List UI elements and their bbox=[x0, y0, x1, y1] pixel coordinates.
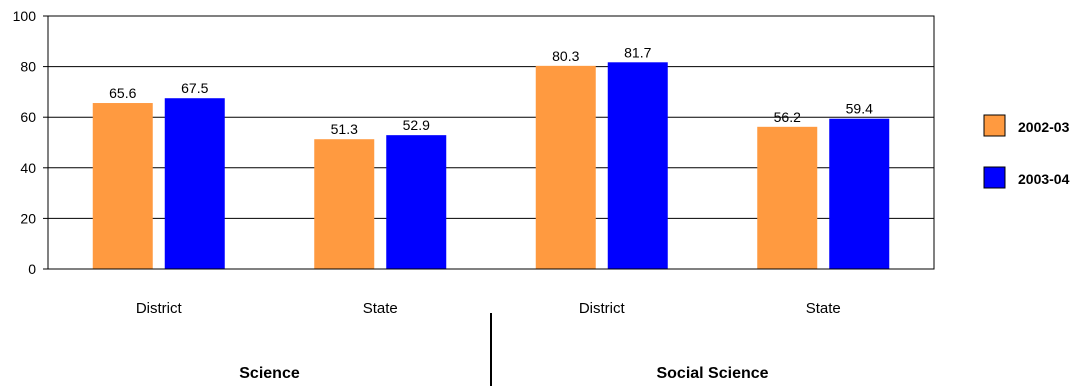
group-label-0: Science bbox=[239, 365, 300, 382]
y-tick-label-20: 20 bbox=[20, 210, 36, 226]
legend-label-2002-03: 2002-03 bbox=[1018, 119, 1070, 135]
group-label-1: Social Science bbox=[656, 365, 768, 382]
legend-label-2003-04: 2003-04 bbox=[1018, 171, 1070, 187]
data-label-2003-04-3: 59.4 bbox=[846, 101, 873, 117]
data-label-2002-03-2: 80.3 bbox=[552, 48, 579, 64]
bar-2002-03-2 bbox=[535, 65, 596, 269]
data-label-2003-04-1: 52.9 bbox=[403, 117, 430, 133]
legend: 2002-03 2003-04 bbox=[983, 114, 1070, 189]
bar-2003-04-3 bbox=[829, 118, 890, 269]
x-category-label-3: State bbox=[806, 300, 841, 317]
labels: 0 20 40 60 80 100 65.6 67.5 District 51.3 52.9 Stat… bbox=[13, 8, 873, 382]
data-label-2002-03-3: 56.2 bbox=[774, 109, 801, 125]
bars bbox=[92, 62, 890, 270]
y-tick-label-100: 100 bbox=[13, 8, 37, 24]
axes bbox=[43, 15, 935, 386]
y-tick-label-40: 40 bbox=[20, 160, 36, 176]
x-category-label-0: District bbox=[136, 300, 183, 317]
x-category-label-1: State bbox=[363, 300, 398, 317]
y-tick-label-60: 60 bbox=[20, 109, 36, 125]
y-tick-label-0: 0 bbox=[28, 261, 36, 277]
legend-swatch-2002-03 bbox=[983, 114, 1006, 137]
bar-2002-03-3 bbox=[757, 126, 818, 270]
plot-frame bbox=[47, 15, 935, 270]
x-category-label-2: District bbox=[579, 300, 626, 317]
bar-2002-03-0 bbox=[92, 103, 153, 269]
bar-2003-04-1 bbox=[386, 135, 447, 269]
bar-2003-04-2 bbox=[607, 62, 668, 270]
data-label-2002-03-0: 65.6 bbox=[109, 85, 136, 101]
bar-2003-04-0 bbox=[164, 98, 225, 269]
data-label-2002-03-1: 51.3 bbox=[331, 121, 358, 137]
data-label-2003-04-2: 81.7 bbox=[624, 44, 651, 60]
data-label-2003-04-0: 67.5 bbox=[181, 80, 208, 96]
legend-swatch-2003-04 bbox=[983, 166, 1006, 189]
bar-2002-03-1 bbox=[314, 139, 375, 269]
y-tick-label-80: 80 bbox=[20, 59, 36, 75]
